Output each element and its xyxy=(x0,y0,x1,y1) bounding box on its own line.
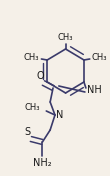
Text: S: S xyxy=(24,127,30,137)
Text: NH: NH xyxy=(87,85,102,95)
Text: O: O xyxy=(37,71,44,81)
Text: CH₃: CH₃ xyxy=(24,54,39,62)
Text: CH₃: CH₃ xyxy=(58,33,73,42)
Text: N: N xyxy=(56,110,63,120)
Text: CH₃: CH₃ xyxy=(92,54,107,62)
Text: NH₂: NH₂ xyxy=(33,158,52,168)
Text: CH₃: CH₃ xyxy=(24,102,39,112)
